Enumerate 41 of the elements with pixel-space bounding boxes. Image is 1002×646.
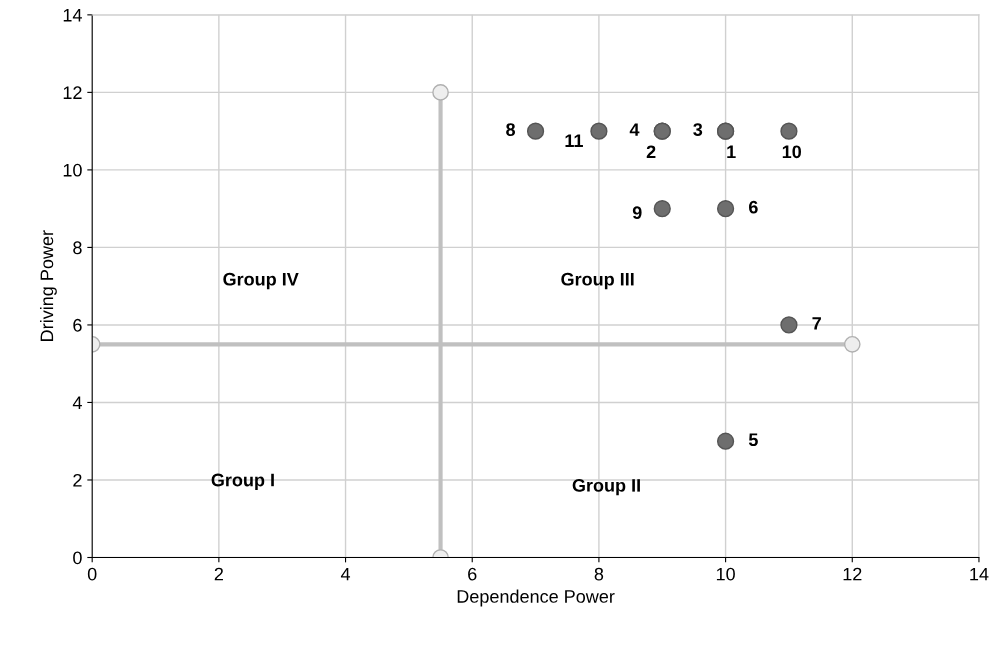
y-tick-label: 0 [73,551,82,565]
point [526,122,545,140]
y-tick-label: 2 [73,473,82,487]
x-tick-label: 6 [468,567,477,581]
y-tick-label: 8 [73,241,82,255]
point [716,200,735,218]
point [653,200,671,218]
annotation: Group I [211,473,274,490]
annotation: 3 [693,123,703,137]
point [432,84,449,101]
y-tick-label: 4 [72,396,82,409]
x-tick-label: 12 [843,567,862,581]
annotation: 5 [748,433,758,447]
annotation: Group II [572,479,640,496]
point [780,122,798,140]
annotation: Group III [561,272,634,290]
x-tick-label: 0 [87,567,97,581]
annotation: 7 [812,317,821,330]
annotation: 6 [749,200,758,214]
point [780,316,798,334]
annotation: 8 [506,123,516,136]
y-tick-label: 14 [63,8,82,22]
annotation: 2 [646,145,656,159]
annotation: Group IV [223,272,299,290]
annotation: 9 [632,206,642,220]
annotation: 1 [727,145,736,159]
annotation: 4 [629,123,640,136]
annotation: 11 [565,134,583,147]
x-tick-label: 14 [970,567,989,581]
x-axis-title: Dependence Power [457,589,615,607]
y-tick-label: 10 [63,163,82,177]
point [716,432,735,450]
x-tick-label: 2 [214,567,223,581]
y-tick-label: 6 [73,318,82,332]
x-tick-label: 8 [594,567,604,581]
y-tick-label: 12 [63,86,82,99]
x-tick-label: 10 [716,567,735,581]
point [590,122,608,140]
x-tick-label: 4 [340,567,351,581]
annotation: 10 [782,145,802,159]
y-axis-title: Driving Power [39,230,57,341]
